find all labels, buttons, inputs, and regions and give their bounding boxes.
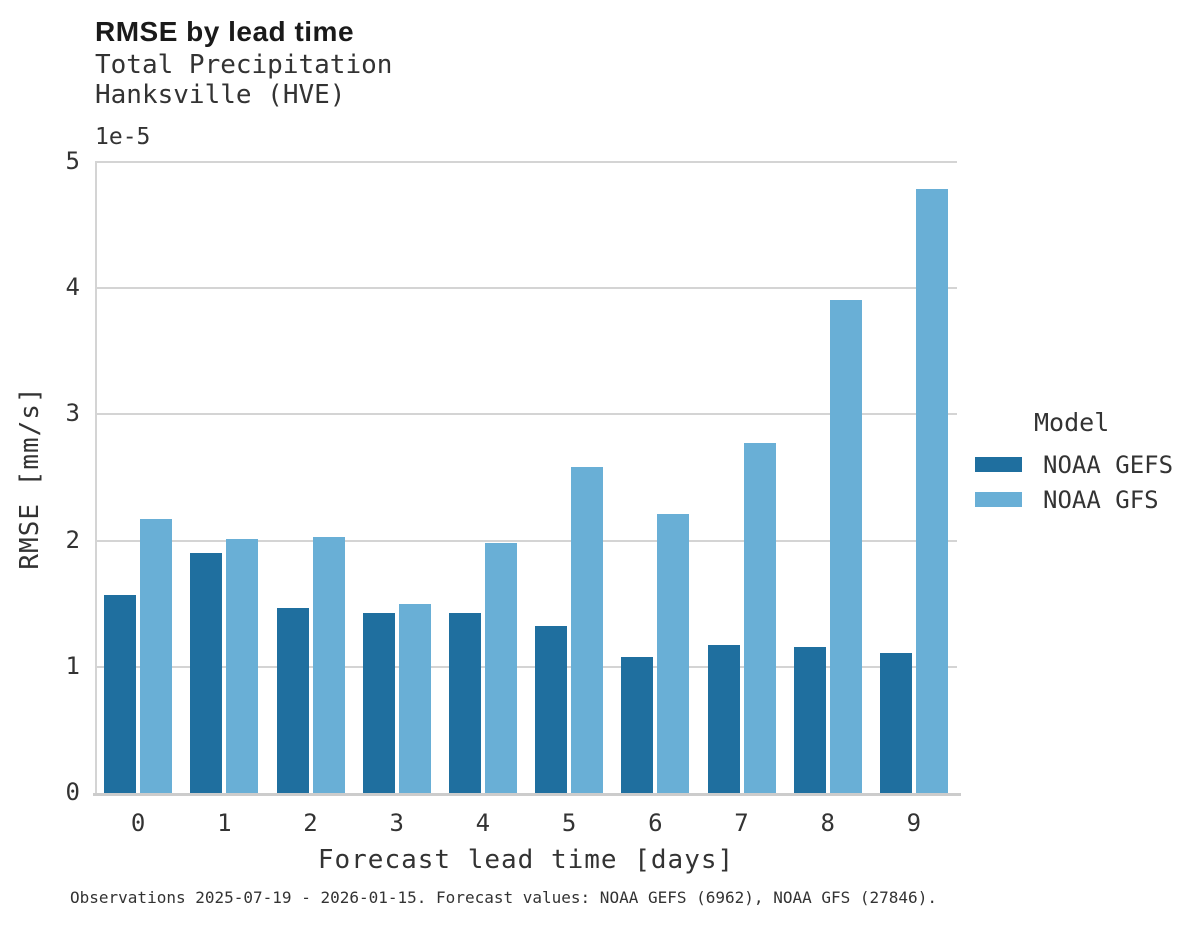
bar-noaa-gfs-0: [140, 519, 173, 793]
bar-noaa-gfs-1: [226, 539, 259, 793]
x-tick-5: 5: [561, 809, 577, 837]
x-tick-3: 3: [389, 809, 404, 837]
bar-noaa-gfs-7: [743, 443, 776, 793]
bar-noaa-gefs-7: [707, 645, 740, 793]
y-axis-spine: [95, 162, 97, 793]
bar-noaa-gefs-0: [104, 594, 137, 793]
bar-noaa-gefs-3: [362, 612, 395, 793]
chart-subtitle-station: Hanksville (HVE): [95, 80, 346, 110]
y-tick-4: 4: [65, 273, 80, 302]
x-tick-9: 9: [906, 809, 922, 837]
gridline-y-4: [95, 287, 957, 290]
gridline-y-3: [95, 413, 957, 416]
gridline-y-1: [95, 665, 957, 668]
x-tick-0: 0: [130, 809, 146, 837]
bar-noaa-gfs-3: [398, 603, 431, 793]
y-axis-offset-label: 1e-5: [95, 124, 151, 150]
y-tick-2: 2: [65, 525, 80, 554]
y-tick-3: 3: [65, 399, 80, 428]
bar-noaa-gfs-8: [829, 299, 862, 793]
footer-caption: Observations 2025-07-19 - 2026-01-15. Fo…: [70, 888, 937, 907]
legend-label-noaa-gfs: NOAA GFS: [1043, 485, 1159, 514]
gridline-y-5: [95, 161, 957, 163]
chart-subtitle-variable: Total Precipitation: [95, 50, 393, 80]
bar-noaa-gefs-5: [535, 626, 568, 793]
chart-title: RMSE by lead time: [95, 16, 355, 47]
gridline-y-2: [95, 539, 957, 542]
bar-noaa-gefs-9: [879, 652, 912, 793]
x-axis-title: Forecast lead time [days]: [317, 845, 735, 875]
legend-item-noaa-gfs: NOAA GFS: [975, 482, 1190, 517]
bar-noaa-gfs-6: [657, 514, 690, 793]
bar-noaa-gfs-4: [484, 543, 517, 793]
x-tick-4: 4: [475, 809, 491, 837]
x-axis-spine: [93, 793, 961, 796]
bar-noaa-gefs-2: [276, 607, 309, 793]
x-tick-1: 1: [217, 809, 232, 837]
bar-noaa-gfs-2: [312, 536, 345, 793]
legend: Model NOAA GEFS NOAA GFS: [975, 408, 1190, 517]
x-tick-6: 6: [648, 809, 663, 837]
plot-area: [95, 161, 957, 793]
y-tick-5: 5: [65, 147, 80, 175]
legend-swatch-noaa-gefs: [975, 457, 1022, 472]
legend-label-noaa-gefs: NOAA GEFS: [1043, 450, 1174, 479]
x-tick-2: 2: [303, 809, 318, 837]
bar-noaa-gefs-1: [190, 553, 223, 793]
y-tick-0: 0: [65, 778, 80, 806]
bar-noaa-gefs-6: [621, 656, 654, 793]
y-tick-1: 1: [65, 651, 80, 680]
x-tick-8: 8: [820, 809, 835, 837]
bar-noaa-gefs-4: [448, 612, 481, 793]
legend-items: NOAA GEFS NOAA GFS: [975, 447, 1190, 517]
bar-noaa-gefs-8: [793, 646, 826, 793]
legend-swatch-noaa-gfs: [975, 492, 1022, 507]
bar-noaa-gfs-9: [915, 188, 948, 793]
bar-noaa-gfs-5: [571, 467, 604, 793]
legend-item-noaa-gefs: NOAA GEFS: [975, 447, 1190, 482]
x-tick-7: 7: [734, 809, 749, 837]
legend-title: Model: [1034, 408, 1110, 437]
